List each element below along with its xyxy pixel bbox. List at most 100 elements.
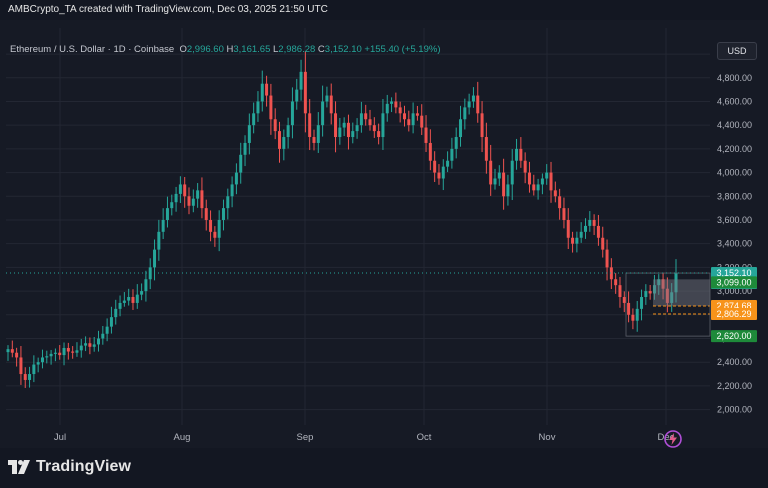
candle-body	[609, 267, 613, 280]
candle-body	[75, 350, 79, 353]
candle-body	[592, 219, 596, 226]
candle-body	[49, 353, 53, 357]
candle-body	[463, 107, 467, 120]
candle-body	[355, 125, 359, 132]
candle-body	[36, 362, 40, 365]
candle-body	[657, 279, 661, 286]
price-tag	[711, 308, 757, 321]
chart-panel[interactable]: 2,000.002,200.002,400.002,600.002,800.00…	[0, 20, 768, 448]
candle-body	[53, 352, 57, 354]
candle-body	[648, 291, 652, 294]
candle-body	[178, 184, 182, 194]
currency-button[interactable]: USD	[717, 42, 757, 60]
candle-body	[226, 196, 230, 209]
candle-body	[342, 122, 346, 128]
candle-body	[601, 237, 605, 250]
candle-body	[562, 208, 566, 220]
y-tick-label: 3,400.00	[717, 239, 752, 249]
candle-body	[243, 142, 247, 155]
candle-body	[407, 119, 411, 126]
candle-body	[519, 148, 523, 161]
y-tick-label: 4,800.00	[717, 73, 752, 83]
candle-body	[230, 184, 234, 197]
candle-body	[644, 291, 648, 298]
candle-body	[575, 237, 579, 244]
candle-body	[196, 190, 200, 199]
candle-body	[566, 219, 570, 238]
candle-body	[101, 333, 105, 339]
candle-body	[372, 125, 376, 132]
candle-body	[441, 166, 445, 179]
candle-body	[652, 285, 656, 294]
candle-body	[282, 137, 286, 149]
candle-body	[66, 347, 70, 352]
price-tag	[711, 330, 757, 343]
candle-body	[303, 71, 307, 114]
y-tick-label: 3,800.00	[717, 191, 752, 201]
candle-body	[6, 349, 10, 353]
candle-body	[596, 225, 600, 238]
candle-body	[269, 95, 273, 120]
candle-body	[161, 219, 165, 232]
candle-body	[15, 352, 19, 358]
candle-body	[286, 125, 290, 138]
candle-body	[622, 297, 626, 303]
candle-body	[364, 113, 368, 120]
y-tick-label: 2,000.00	[717, 405, 752, 415]
candle-body	[290, 101, 294, 126]
candle-body	[484, 137, 488, 161]
y-tick-label: 4,000.00	[717, 168, 752, 178]
candle-body	[295, 89, 299, 102]
candle-body	[476, 95, 480, 114]
candle-body	[79, 345, 83, 351]
candle-body	[312, 137, 316, 143]
symbol-label: Ethereum / U.S. Dollar · 1D · Coinbase	[10, 44, 175, 55]
candle-body	[536, 184, 540, 191]
tradingview-brand: TradingView	[36, 458, 132, 475]
candle-body	[402, 113, 406, 120]
candle-body	[32, 364, 36, 375]
price-tag-label: 3,099.00	[716, 277, 751, 287]
range-box	[653, 279, 710, 306]
candle-body	[58, 352, 62, 356]
y-tick-label: 4,200.00	[717, 144, 752, 154]
candle-body	[346, 122, 350, 138]
candle-body	[174, 193, 178, 203]
candle-body	[670, 292, 674, 303]
candle-body	[571, 237, 575, 244]
price-tag-label: 2,620.00	[716, 331, 751, 341]
chart-legend: Ethereum / U.S. Dollar · 1D · Coinbase O…	[10, 44, 440, 55]
candle-body	[308, 113, 312, 138]
candle-body	[127, 297, 131, 301]
tradingview-logo[interactable]: TradingView	[8, 458, 131, 476]
candle-body	[170, 202, 174, 209]
candle-body	[618, 285, 622, 298]
candle-body	[84, 343, 88, 346]
x-tick-label: Dec	[658, 432, 675, 443]
candle-body	[325, 95, 329, 102]
candle-body	[316, 125, 320, 143]
candle-body	[450, 148, 454, 161]
candle-body	[135, 294, 139, 303]
candle-body	[265, 83, 269, 96]
high-value: 3,161.65	[233, 44, 271, 55]
candle-body	[252, 113, 256, 126]
candle-body	[234, 172, 238, 185]
price-tag-label: 2,874.68	[716, 301, 751, 311]
candle-body	[502, 172, 506, 197]
candle-body	[131, 297, 135, 303]
candle-body	[558, 196, 562, 209]
candle-body	[321, 101, 325, 126]
open-label: O	[179, 44, 187, 55]
candle-body	[467, 101, 471, 108]
candle-body	[88, 343, 92, 347]
candlestick-chart[interactable]: 2,000.002,200.002,400.002,600.002,800.00…	[0, 20, 768, 448]
high-label: H	[226, 44, 234, 55]
candle-body	[420, 115, 424, 128]
candle-body	[165, 208, 169, 220]
candle-body	[385, 103, 389, 114]
candle-body	[549, 172, 553, 191]
candle-body	[605, 249, 609, 268]
candle-body	[446, 160, 450, 167]
candle-body	[187, 196, 191, 206]
